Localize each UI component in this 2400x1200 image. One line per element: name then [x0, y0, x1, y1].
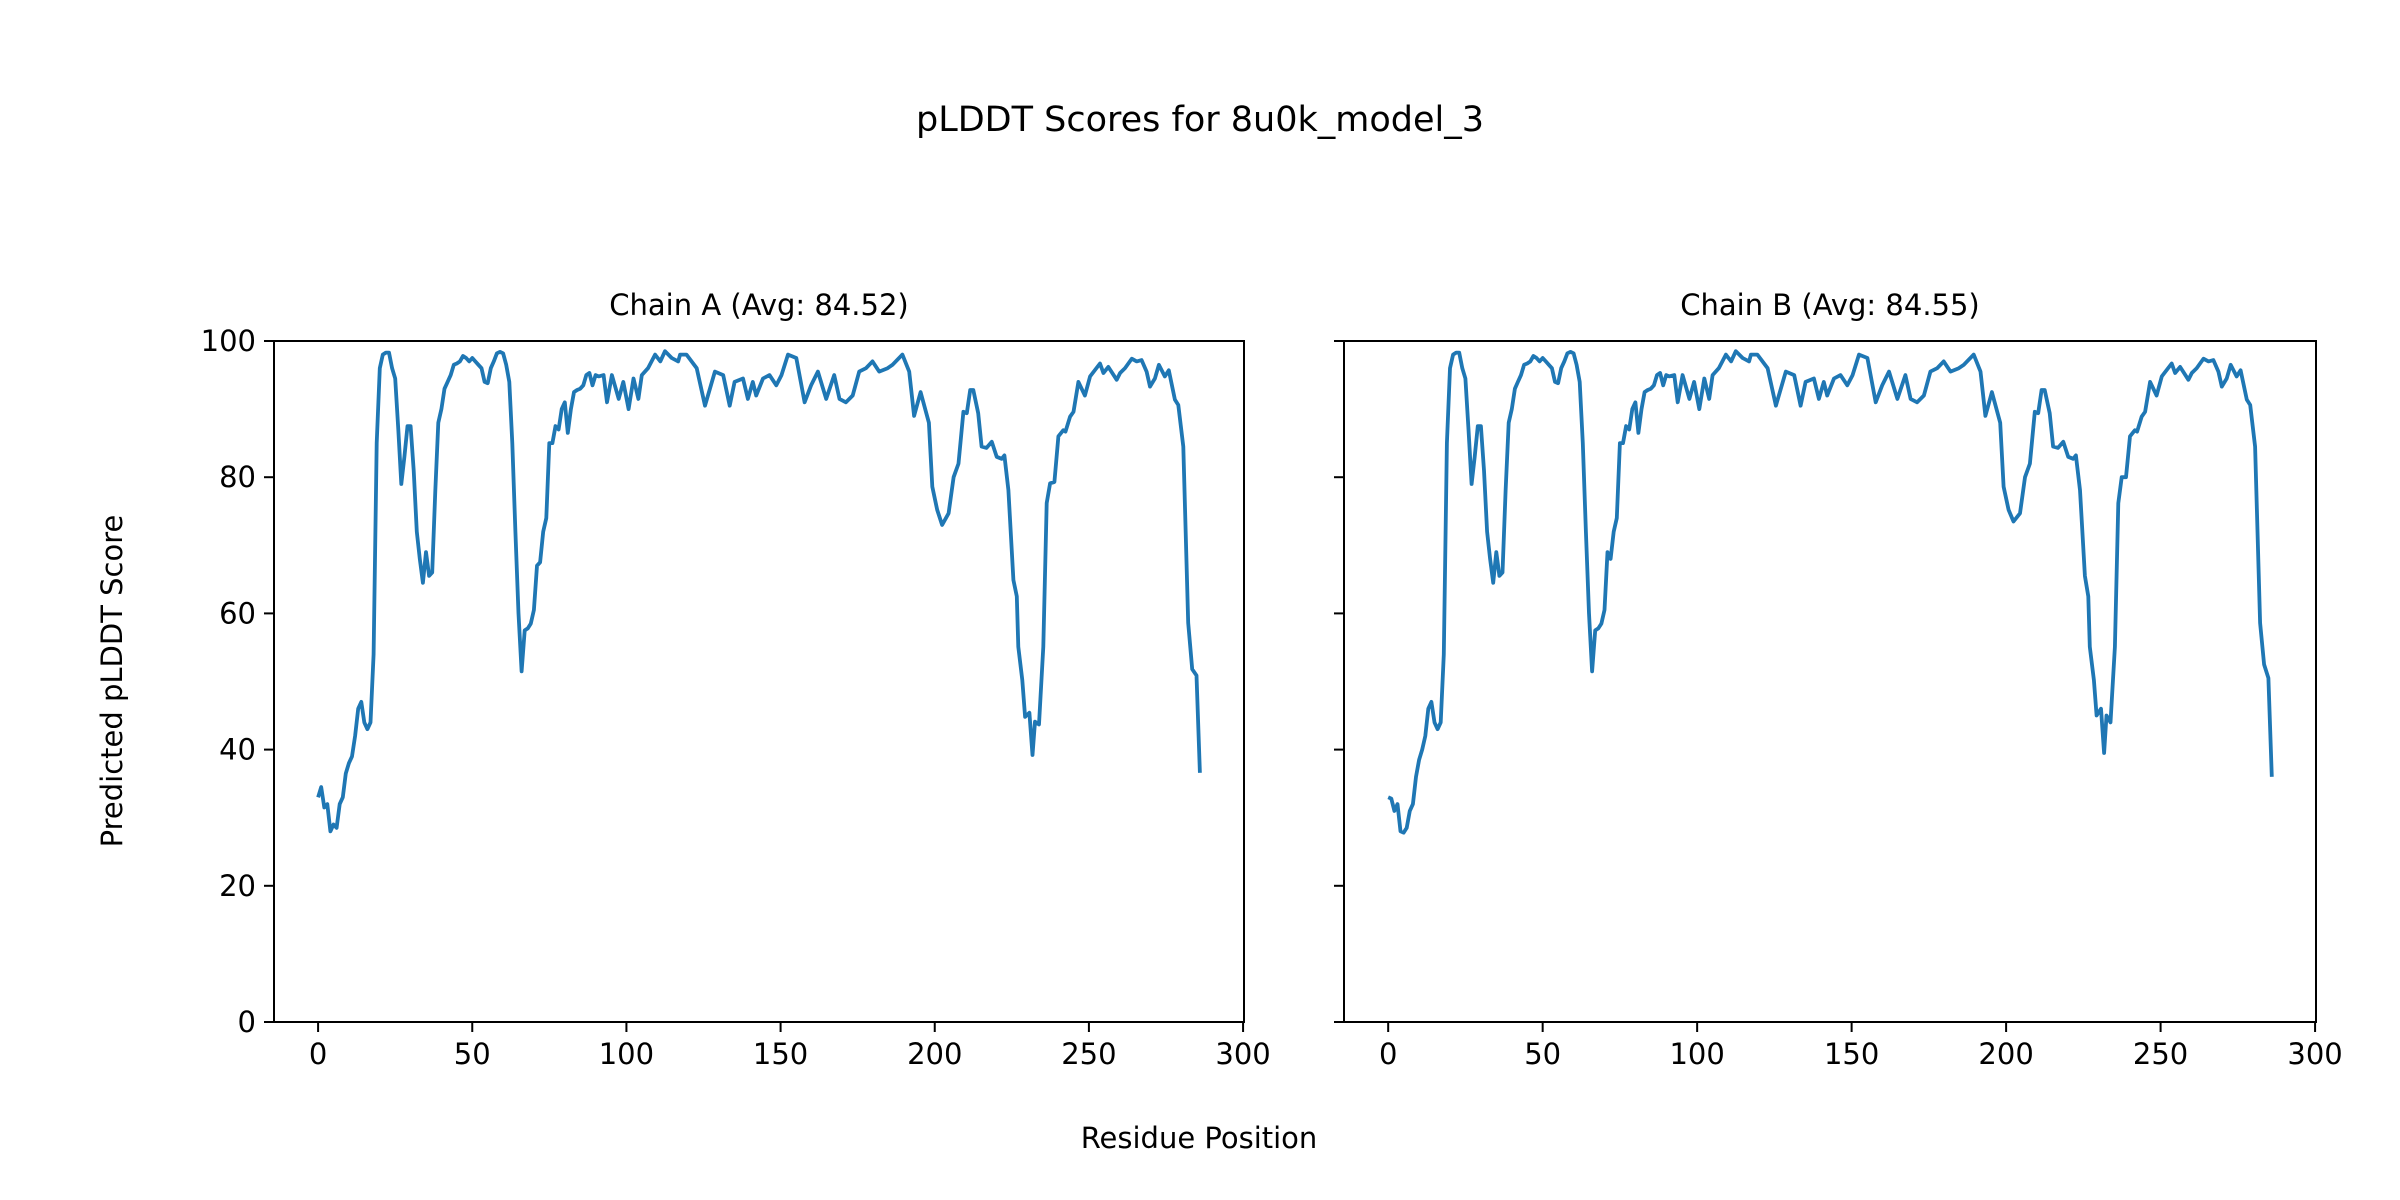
- subplot-chain-a: 0 50 100 150 200 250 300 0 20 40 60 80 100 Chain A (A…: [201, 288, 1271, 1071]
- plddt-line-chain-b: [1387, 349, 2274, 835]
- x-tick-label: 200: [907, 1037, 962, 1071]
- x-tick-label: 50: [454, 1037, 491, 1071]
- x-tick-label: 150: [1824, 1037, 1879, 1071]
- y-tick-label: 20: [219, 869, 256, 903]
- y-axis-label: Predicted pLDDT Score: [95, 515, 129, 848]
- y-tick-label: 60: [219, 596, 256, 630]
- x-tick-label: 100: [1669, 1037, 1724, 1071]
- plddt-line-chain-a: [316, 349, 1202, 834]
- subplot-title: Chain B (Avg: 84.55): [1680, 288, 1980, 322]
- y-tick-label: 100: [201, 324, 256, 358]
- x-tick-label: 250: [1061, 1037, 1116, 1071]
- y-tick-label: 40: [219, 733, 256, 767]
- x-tick-label: 300: [1215, 1037, 1270, 1071]
- figure-title: pLDDT Scores for 8u0k_model_3: [916, 100, 1484, 140]
- y-tick-label: 0: [238, 1005, 256, 1039]
- x-axis-label: Residue Position: [1081, 1121, 1318, 1155]
- x-tick-label: 100: [599, 1037, 654, 1071]
- x-tick-label: 200: [1978, 1037, 2033, 1071]
- x-tick-label: 50: [1524, 1037, 1561, 1071]
- x-tick-label: 0: [309, 1037, 327, 1071]
- axes-frame: [1343, 340, 2317, 1023]
- axes-frame: [273, 340, 1245, 1023]
- subplot-chain-b: 0 50 100 150 200 250 300 Chain B (Avg: 84.55): [1334, 288, 2343, 1071]
- x-tick-label: 250: [2133, 1037, 2188, 1071]
- x-tick-label: 300: [2287, 1037, 2342, 1071]
- x-tick-label: 150: [753, 1037, 808, 1071]
- subplot-title: Chain A (Avg: 84.52): [609, 288, 908, 322]
- y-tick-label: 80: [219, 460, 256, 494]
- x-tick-label: 0: [1379, 1037, 1397, 1071]
